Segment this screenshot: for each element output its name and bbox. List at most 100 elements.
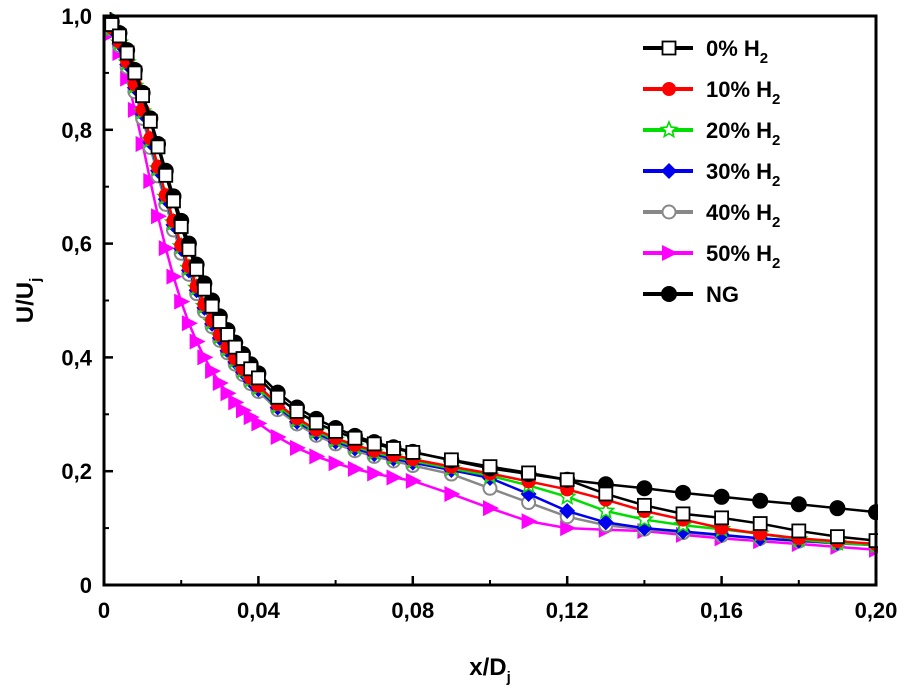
x-tick-label: 0,20 — [855, 598, 898, 623]
data-point — [196, 281, 212, 297]
y-tick-label: 1,0 — [61, 4, 92, 29]
data-point — [675, 484, 691, 501]
data-point — [752, 516, 768, 531]
legend-label: 0% H2 — [706, 36, 768, 67]
data-point — [752, 492, 769, 509]
data-point — [328, 455, 345, 472]
data-point — [829, 500, 846, 517]
legend-item: 10% H2 — [643, 77, 780, 108]
legend-marker — [661, 204, 677, 220]
data-point — [127, 65, 143, 81]
data-point — [405, 445, 421, 460]
data-point — [289, 404, 305, 419]
data-point — [250, 370, 266, 386]
legend-item: 30% H2 — [643, 159, 780, 190]
data-point — [714, 510, 729, 526]
legend-item: 50% H2 — [643, 241, 780, 272]
legend-marker — [659, 119, 679, 139]
legend-item: NG — [643, 282, 739, 307]
data-point — [444, 485, 461, 502]
y-tick-label: 0,4 — [61, 345, 92, 370]
data-point — [270, 429, 287, 446]
legend-marker — [661, 163, 677, 179]
data-point — [158, 167, 174, 183]
data-point — [212, 314, 228, 329]
data-point — [197, 349, 214, 366]
data-point — [597, 514, 614, 531]
legend-label: NG — [706, 282, 739, 307]
data-point — [251, 415, 268, 432]
data-point — [675, 506, 691, 522]
data-point — [166, 268, 183, 285]
data-point — [347, 430, 363, 446]
legend-marker — [661, 286, 677, 302]
data-point — [135, 136, 152, 153]
legend: 0% H2 10% H2 20% H2 30% H2 40% H2 50% H2 NG — [643, 36, 780, 307]
data-point — [482, 459, 498, 475]
data-point — [112, 28, 127, 44]
legend-marker — [662, 82, 676, 96]
data-point — [173, 219, 189, 234]
data-point — [174, 293, 191, 310]
data-point — [366, 436, 382, 452]
data-point — [181, 241, 197, 257]
x-axis-title: x/Dj — [469, 654, 511, 686]
y-tick-label: 0 — [80, 573, 92, 598]
data-point — [220, 327, 235, 343]
data-point — [596, 500, 616, 520]
legend-label: 40% H2 — [706, 200, 780, 231]
data-point — [290, 439, 306, 456]
y-tick-label: 0,6 — [61, 232, 92, 257]
data-point — [119, 45, 135, 61]
legend-label: 10% H2 — [706, 77, 780, 108]
data-point — [483, 500, 499, 517]
data-point — [386, 469, 403, 486]
data-point — [634, 509, 654, 528]
x-tick-label: 0,04 — [237, 598, 281, 623]
x-tick-label: 0 — [98, 598, 110, 623]
legend-label: 30% H2 — [706, 159, 780, 190]
legend-marker — [662, 245, 678, 261]
data-point — [205, 363, 222, 380]
data-point — [560, 520, 577, 537]
data-point — [637, 497, 652, 513]
data-point — [521, 513, 538, 530]
data-point — [227, 339, 243, 355]
data-point — [150, 139, 166, 155]
data-point — [143, 173, 160, 190]
ticks-layer: 0 0,04 0,08 0,12 0,16 0,20 0 0,2 0,4 0,6 0,8 1,0 — [61, 4, 897, 623]
x-tick-label: 0,16 — [700, 598, 743, 623]
data-point — [189, 261, 205, 277]
data-point — [636, 480, 653, 497]
series-layer — [104, 12, 878, 558]
data-point — [367, 465, 384, 482]
data-point — [559, 503, 576, 520]
data-point — [347, 460, 364, 477]
legend-marker — [661, 40, 677, 56]
y-tick-label: 0,2 — [61, 459, 92, 484]
data-point — [598, 486, 614, 502]
data-point — [443, 452, 459, 468]
data-point — [158, 240, 175, 257]
x-tick-label: 0,12 — [546, 598, 589, 623]
data-point — [142, 113, 158, 129]
data-point — [559, 472, 575, 488]
y-axis-title: U/Uj — [12, 278, 44, 324]
data-point — [189, 333, 206, 350]
legend-item: 20% H2 — [643, 118, 780, 149]
data-point — [386, 441, 401, 456]
data-point — [166, 193, 181, 209]
legend-label: 20% H2 — [706, 118, 780, 149]
data-point — [220, 385, 237, 402]
data-point — [228, 394, 245, 411]
data-point — [270, 389, 286, 405]
data-point — [308, 415, 324, 431]
legend-item: 40% H2 — [643, 200, 780, 231]
data-point — [204, 298, 220, 314]
data-point — [151, 208, 168, 225]
data-point — [405, 472, 422, 489]
data-point — [521, 465, 536, 481]
data-point — [328, 423, 344, 439]
data-point — [135, 88, 151, 104]
